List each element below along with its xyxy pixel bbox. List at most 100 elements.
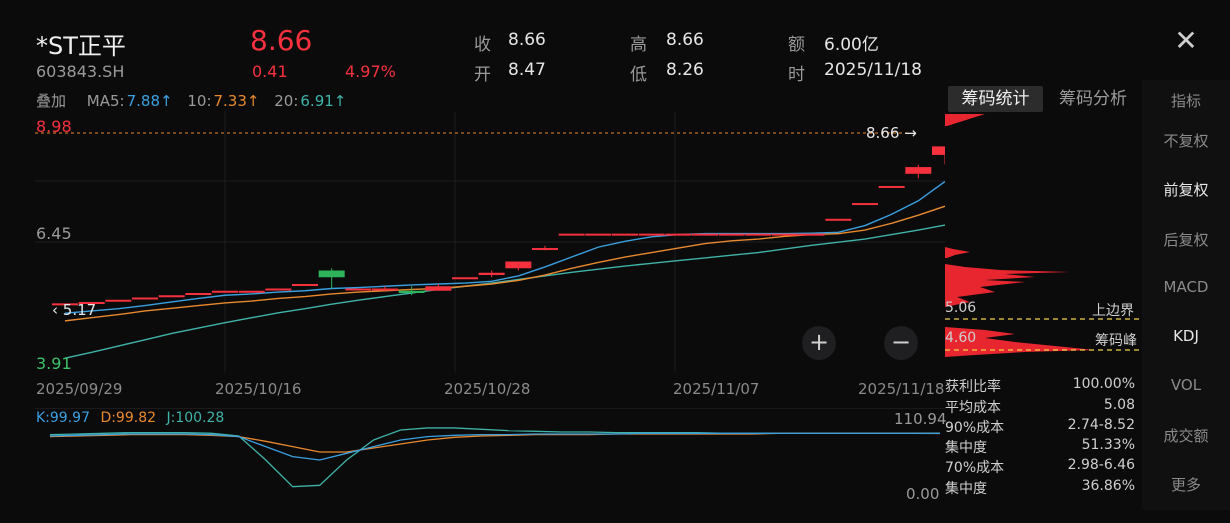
sidebar-item-forward-adjust[interactable]: 前复权 xyxy=(1163,181,1209,199)
sidebar-item-more[interactable]: 更多 xyxy=(1170,476,1201,494)
chip-profile-upper xyxy=(945,114,985,126)
sidebar-item-macd[interactable]: MACD xyxy=(1163,278,1209,296)
ma20-label: 20: xyxy=(274,92,299,110)
chip-profile-main xyxy=(945,264,1070,307)
tab-chip-analysis[interactable]: 筹码分析 xyxy=(1059,89,1127,109)
time-label: 时 xyxy=(788,65,805,85)
candle-body-3 xyxy=(132,297,158,300)
candle-body-7 xyxy=(238,290,265,293)
candle-body-19 xyxy=(558,233,585,236)
candle-body-22 xyxy=(638,233,665,236)
date-label-4: 2025/11/07 xyxy=(673,380,760,398)
zoom-in-button[interactable]: + xyxy=(802,326,836,360)
kdj-j-value: J:100.28 xyxy=(166,410,225,426)
candle-body-31 xyxy=(878,185,905,188)
close-value: 8.66 xyxy=(508,30,546,50)
stat-avg-cost-value: 5.08 xyxy=(1103,397,1135,413)
stock-name: *ST正平 xyxy=(36,32,126,60)
axis-mid-price: 6.45 xyxy=(36,224,72,243)
sidebar-item-backward-adjust[interactable]: 后复权 xyxy=(1163,231,1209,249)
sidebar-item-no-adjust[interactable]: 不复权 xyxy=(1163,132,1209,150)
close-icon[interactable]: ✕ xyxy=(1174,24,1198,57)
amount-label: 额 xyxy=(788,35,805,55)
candle-body-9 xyxy=(292,284,318,286)
kdj_j-line xyxy=(49,427,941,488)
candle-body-16 xyxy=(478,272,505,276)
kdj-max: 110.94 xyxy=(894,410,947,428)
candle-body-2 xyxy=(105,299,132,302)
candle-body-29 xyxy=(825,218,852,221)
chip-peak-label: 筹码峰 xyxy=(1095,333,1137,349)
low-label: 低 xyxy=(630,65,647,85)
left-arrow-icon: ‹ xyxy=(52,301,58,319)
candlestick-chart[interactable] xyxy=(35,112,945,372)
ma5-value: 7.88↑ xyxy=(126,92,173,110)
ma10-label: 10: xyxy=(187,92,212,110)
candle-body-8 xyxy=(265,288,292,291)
right-sidebar xyxy=(1142,80,1230,510)
ma5-label: MA5: xyxy=(86,92,125,110)
candle-body-6 xyxy=(212,290,238,293)
sidebar-item-kdj[interactable]: KDJ xyxy=(1173,327,1199,345)
upper-bound-label: 上边界 xyxy=(1092,303,1134,319)
low-marker: ‹ 5.17 xyxy=(52,301,96,319)
ma20-value: 6.91↑ xyxy=(300,92,347,110)
time-value: 2025/11/18 xyxy=(824,60,922,80)
candle-body-21 xyxy=(612,233,638,236)
chip-peak-price: 4.60 xyxy=(945,330,977,346)
ma5-line xyxy=(64,180,945,314)
axis-low-price: 3.91 xyxy=(36,354,72,373)
stat-avg-cost-label: 平均成本 xyxy=(945,400,1001,416)
candle-body-0 xyxy=(52,303,78,306)
stat-70-cost-label: 70%成本 xyxy=(945,460,1005,476)
stock-code: 603843.SH xyxy=(36,62,125,81)
zoom-out-button[interactable]: − xyxy=(884,326,918,360)
last-price-tag-value: 8.66 xyxy=(866,124,900,142)
stat-90-cost-label: 90%成本 xyxy=(945,420,1005,436)
low-marker-value: 5.17 xyxy=(62,301,97,319)
high-value: 8.66 xyxy=(666,30,704,50)
open-value: 8.47 xyxy=(508,60,546,80)
axis-top-price: 8.98 xyxy=(36,117,72,136)
stat-concentration-90-label: 集中度 xyxy=(945,440,987,456)
candle-body-27 xyxy=(772,233,798,236)
ma-legend: 叠加 MA5: 7.88↑ 10: 7.33↑ 20: 6.91↑ xyxy=(36,90,348,111)
overlay-button[interactable]: 叠加 xyxy=(36,92,67,110)
high-label: 高 xyxy=(630,35,647,55)
kdj-legend: K:99.97 D:99.82 J:100.28 xyxy=(36,410,224,426)
candle-body-1 xyxy=(78,301,105,304)
candle-body-4 xyxy=(158,295,185,298)
chip-distribution-chart xyxy=(945,114,1142,357)
date-label-2: 2025/10/16 xyxy=(215,380,302,398)
candle-body-24 xyxy=(692,233,718,236)
upper-bound-price: 5.06 xyxy=(945,300,977,316)
sidebar-item-vol[interactable]: VOL xyxy=(1170,376,1202,394)
last-price: 8.66 xyxy=(250,24,313,57)
last-price-tag: 8.66 → xyxy=(866,124,917,142)
open-label: 开 xyxy=(474,65,491,85)
sidebar-item-indicators[interactable]: 指标 xyxy=(1170,92,1201,110)
low-value: 8.26 xyxy=(666,60,704,80)
kdj-min: 0.00 xyxy=(906,485,940,503)
sidebar-item-turnover[interactable]: 成交额 xyxy=(1163,427,1209,445)
ma-lines xyxy=(64,180,945,359)
stat-concentration-70-label: 集中度 xyxy=(945,481,987,497)
candle-body-32 xyxy=(905,167,932,174)
kdj-k-value: K:99.97 xyxy=(36,410,90,426)
close-label: 收 xyxy=(474,35,491,55)
candle-body-11 xyxy=(345,288,372,291)
stat-concentration-90-value: 51.33% xyxy=(1081,437,1135,453)
stat-70-cost-value: 2.98-6.46 xyxy=(1067,457,1135,473)
candle-body-10 xyxy=(318,270,345,278)
date-label-1: 2025/09/29 xyxy=(36,380,123,398)
candle-body-26 xyxy=(745,233,772,236)
price-change: 0.41 xyxy=(252,62,288,81)
stat-profit-ratio-label: 获利比率 xyxy=(945,379,1001,395)
tab-chip-stats[interactable]: 筹码统计 xyxy=(948,86,1043,112)
date-label-3: 2025/10/28 xyxy=(444,380,531,398)
candle-body-33 xyxy=(932,146,945,155)
right-arrow-icon: → xyxy=(904,124,917,142)
date-label-5: 2025/11/18 xyxy=(858,380,945,398)
chart-grid xyxy=(35,112,945,372)
kdj-chart[interactable] xyxy=(35,408,945,508)
